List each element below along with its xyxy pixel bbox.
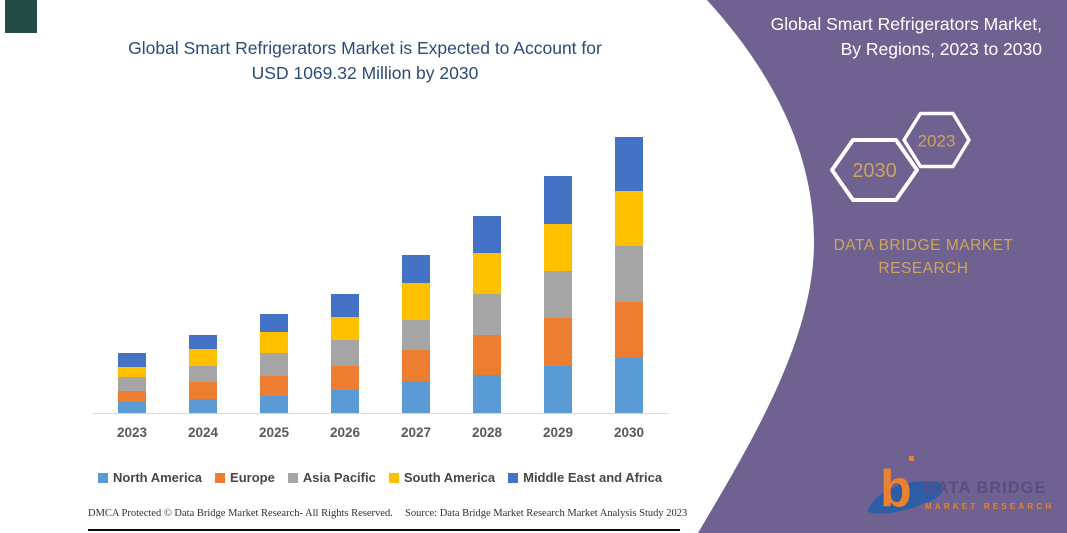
brand-line2: RESEARCH — [878, 260, 969, 277]
bar-segment-asia-pacific-2026 — [331, 340, 359, 367]
panel-title-line1: Global Smart Refrigerators Market, — [770, 14, 1042, 34]
legend-item-south-america: South America — [388, 470, 496, 485]
bar-segment-north-america-2029 — [544, 366, 572, 413]
chart-legend: North America Europe Asia Pacific South Ame… — [85, 470, 675, 485]
bar-segment-europe-2026 — [331, 366, 359, 391]
hexagon-2030-icon — [830, 138, 919, 202]
legend-label-south-america: South America — [403, 470, 496, 485]
bar-segment-europe-2023 — [118, 390, 146, 403]
bar-segment-europe-2029 — [544, 318, 572, 367]
logo-b-icon: b — [880, 460, 912, 518]
bar-segment-south-america-2029 — [544, 223, 572, 272]
source-attribution-text: Source: Data Bridge Market Research Mark… — [405, 508, 688, 519]
legend-label-asia-pacific: Asia Pacific — [302, 470, 376, 485]
logo-swoosh-icon — [867, 481, 944, 514]
bar-segment-north-america-2030 — [615, 357, 643, 413]
brand-wordmark: DATA BRIDGE MARKET RESEARCH — [800, 234, 1047, 280]
bar-segment-south-america-2025 — [260, 332, 288, 354]
legend-swatch-middle-east-and-africa — [508, 472, 519, 483]
hexagon-2023-icon — [902, 111, 971, 169]
x-axis-label-2025: 2025 — [258, 425, 290, 440]
hexagon-year-2030: 2030 — [852, 160, 897, 182]
bar-segment-north-america-2027 — [402, 381, 430, 413]
bar-segment-europe-2030 — [615, 301, 643, 358]
chart-title-line1: Global Smart Refrigerators Market is Exp… — [128, 38, 602, 58]
bar-segment-middle-east-and-africa-2024 — [189, 334, 217, 349]
bar-segment-asia-pacific-2030 — [615, 246, 643, 302]
bar-segment-europe-2025 — [260, 375, 288, 396]
brand-line1: DATA BRIDGE MARKET — [833, 237, 1014, 254]
panel-title-line2: By Regions, 2023 to 2030 — [840, 39, 1042, 59]
footer-divider-line — [88, 529, 680, 531]
bar-segment-north-america-2026 — [331, 390, 359, 413]
x-axis-label-2023: 2023 — [116, 425, 148, 440]
panel-title: Global Smart Refrigerators Market, By Re… — [712, 12, 1042, 62]
legend-item-north-america: North America — [97, 470, 203, 485]
legend-swatch-north-america — [97, 472, 108, 483]
x-axis-label-2024: 2024 — [187, 425, 219, 440]
x-axis-label-2026: 2026 — [329, 425, 361, 440]
bar-segment-asia-pacific-2023 — [118, 377, 146, 391]
bar-segment-asia-pacific-2027 — [402, 319, 430, 350]
logo-word-data-bridge: DATA BRIDGE — [924, 479, 1047, 497]
hexagon-year-badges: 2030 2023 — [830, 111, 971, 202]
dbmr-logo: b DATA BRIDGE MARKET RESEARCH — [867, 456, 1054, 518]
bar-segment-middle-east-and-africa-2026 — [331, 293, 359, 317]
bar-segment-asia-pacific-2029 — [544, 271, 572, 319]
bar-segment-europe-2024 — [189, 382, 217, 400]
bar-segment-middle-east-and-africa-2028 — [473, 215, 501, 253]
bar-segment-north-america-2023 — [118, 402, 146, 413]
legend-swatch-europe — [215, 472, 226, 483]
bar-segment-asia-pacific-2028 — [473, 293, 501, 335]
x-axis-label-2030: 2030 — [613, 425, 645, 440]
bar-segment-south-america-2026 — [331, 317, 359, 341]
bar-segment-europe-2028 — [473, 334, 501, 375]
bar-segment-north-america-2028 — [473, 374, 501, 413]
bar-segment-middle-east-and-africa-2027 — [402, 254, 430, 283]
bar-segment-middle-east-and-africa-2030 — [615, 137, 643, 192]
legend-item-europe: Europe — [215, 470, 275, 485]
bar-segment-asia-pacific-2025 — [260, 353, 288, 376]
legend-swatch-south-america — [388, 472, 399, 483]
bar-segment-south-america-2024 — [189, 348, 217, 366]
legend-swatch-asia-pacific — [287, 472, 298, 483]
chart-title: Global Smart Refrigerators Market is Exp… — [85, 36, 645, 86]
x-axis-label-2027: 2027 — [400, 425, 432, 440]
legend-label-middle-east-and-africa: Middle East and Africa — [523, 470, 663, 485]
chart-title-line2: USD 1069.32 Million by 2030 — [251, 63, 479, 83]
bar-segment-south-america-2030 — [615, 191, 643, 247]
legend-item-asia-pacific: Asia Pacific — [287, 470, 376, 485]
x-axis-labels: 2023 2024 2025 2026 2027 2028 2029 2030 — [116, 425, 645, 440]
x-axis-label-2028: 2028 — [471, 425, 503, 440]
bar-segment-asia-pacific-2024 — [189, 365, 217, 383]
x-axis-line — [93, 413, 668, 414]
bar-segment-middle-east-and-africa-2023 — [118, 353, 146, 367]
bar-segment-north-america-2025 — [260, 395, 288, 413]
bar-segment-middle-east-and-africa-2025 — [260, 314, 288, 333]
hexagon-year-2023: 2023 — [918, 132, 956, 151]
legend-label-europe: Europe — [230, 470, 275, 485]
legend-item-middle-east-and-africa: Middle East and Africa — [508, 470, 662, 485]
stacked-bar-plot — [118, 137, 643, 413]
legend-label-north-america: North America — [112, 470, 203, 485]
bar-segment-north-america-2024 — [189, 399, 217, 413]
logo-word-market-research: MARKET RESEARCH — [925, 502, 1054, 511]
corner-accent-square — [5, 0, 37, 33]
bar-segment-middle-east-and-africa-2029 — [544, 175, 572, 224]
bar-segment-south-america-2027 — [402, 282, 430, 320]
panel-curve-shape — [698, 0, 1067, 533]
bar-segment-south-america-2023 — [118, 366, 146, 378]
bar-segment-europe-2027 — [402, 349, 430, 382]
logo-dot-icon — [909, 456, 914, 461]
dmca-copyright-text: DMCA Protected © Data Bridge Market Rese… — [88, 508, 393, 519]
bar-segment-south-america-2028 — [473, 253, 501, 294]
x-axis-label-2029: 2029 — [542, 425, 574, 440]
